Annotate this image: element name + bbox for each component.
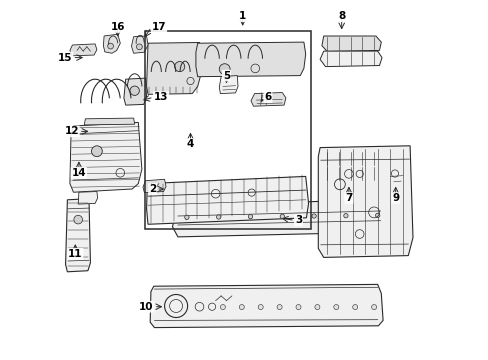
Polygon shape	[320, 51, 381, 67]
Circle shape	[311, 214, 316, 218]
Polygon shape	[319, 150, 379, 167]
Circle shape	[174, 62, 184, 72]
Polygon shape	[70, 44, 97, 56]
Circle shape	[343, 213, 347, 218]
Polygon shape	[318, 146, 412, 257]
Polygon shape	[70, 122, 142, 192]
Polygon shape	[103, 34, 120, 53]
Circle shape	[74, 215, 82, 224]
Text: 16: 16	[110, 22, 125, 32]
Text: 14: 14	[71, 168, 86, 178]
Circle shape	[216, 215, 221, 219]
Circle shape	[239, 305, 244, 310]
Circle shape	[371, 305, 376, 310]
Text: 4: 4	[186, 139, 194, 149]
Polygon shape	[146, 42, 202, 94]
Text: 7: 7	[345, 193, 352, 203]
Polygon shape	[150, 284, 382, 328]
Polygon shape	[142, 179, 166, 193]
Text: 15: 15	[58, 53, 72, 63]
Circle shape	[258, 305, 263, 310]
Circle shape	[184, 215, 189, 220]
Polygon shape	[123, 78, 146, 105]
Text: 5: 5	[223, 71, 230, 81]
Text: 1: 1	[239, 11, 246, 21]
Text: 17: 17	[151, 22, 166, 32]
Text: 3: 3	[294, 215, 302, 225]
Text: 11: 11	[68, 249, 82, 259]
Circle shape	[352, 305, 357, 310]
Text: 12: 12	[64, 126, 79, 136]
Circle shape	[248, 215, 252, 219]
Circle shape	[107, 43, 113, 49]
Polygon shape	[219, 76, 238, 94]
Polygon shape	[131, 36, 148, 53]
Text: 13: 13	[153, 92, 168, 102]
Text: 9: 9	[391, 193, 398, 203]
Polygon shape	[319, 166, 379, 182]
Polygon shape	[250, 93, 285, 106]
Polygon shape	[196, 42, 305, 77]
Circle shape	[333, 305, 338, 310]
Polygon shape	[78, 192, 98, 204]
Bar	[145, 31, 310, 229]
Circle shape	[277, 305, 282, 310]
Circle shape	[295, 305, 301, 310]
Circle shape	[280, 214, 284, 219]
Circle shape	[91, 146, 102, 157]
Polygon shape	[321, 36, 381, 51]
Text: 8: 8	[337, 11, 345, 21]
Text: 2: 2	[149, 184, 156, 194]
Polygon shape	[172, 200, 386, 237]
Text: 6: 6	[264, 92, 271, 102]
Polygon shape	[146, 176, 308, 224]
Circle shape	[219, 64, 230, 75]
Circle shape	[130, 86, 139, 95]
Polygon shape	[385, 168, 406, 184]
Circle shape	[220, 305, 225, 310]
Polygon shape	[84, 118, 134, 125]
Circle shape	[375, 213, 379, 217]
Circle shape	[136, 44, 142, 50]
Polygon shape	[65, 199, 90, 272]
Circle shape	[314, 305, 319, 310]
Text: 10: 10	[139, 302, 153, 312]
